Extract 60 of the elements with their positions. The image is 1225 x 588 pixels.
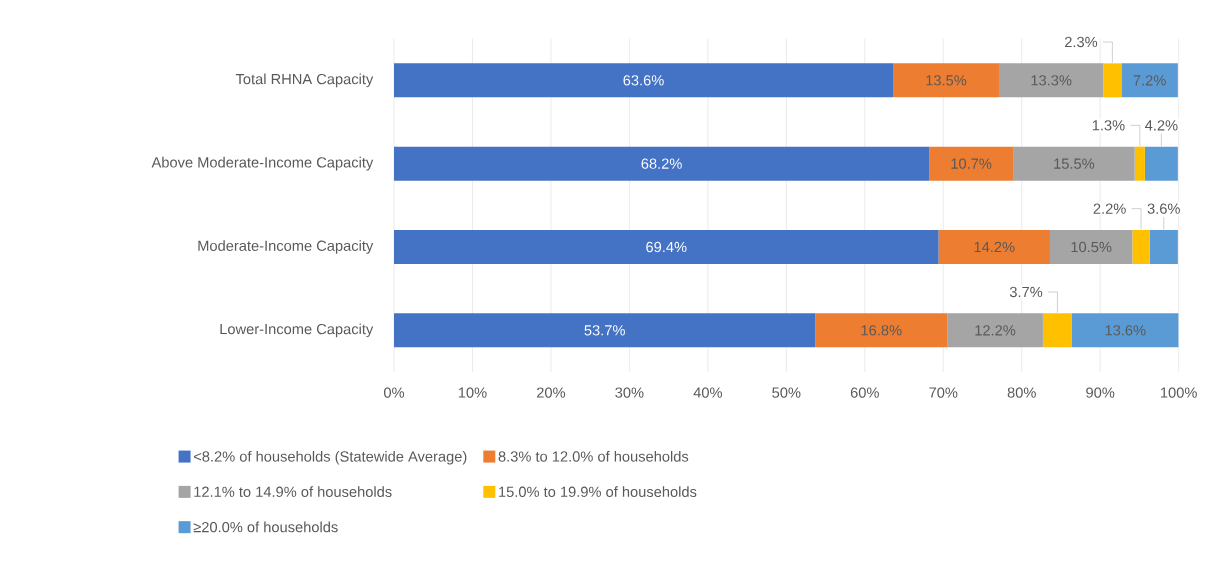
- bar: [938, 230, 1050, 264]
- data-label: 2.3%: [1064, 36, 1098, 48]
- bar: [929, 146, 1014, 181]
- bar: [1149, 230, 1178, 264]
- bar: [1134, 146, 1145, 181]
- bar: [394, 313, 816, 348]
- bar: [1121, 63, 1178, 98]
- bar: [1144, 146, 1178, 181]
- data-label: 13.3%: [1031, 75, 1072, 86]
- x-tick-label: 100%: [1161, 387, 1197, 398]
- x-tick-label: 90%: [1086, 387, 1115, 398]
- data-label: 68.2%: [641, 158, 682, 169]
- bar: [1049, 230, 1133, 264]
- data-label: 69.4%: [646, 241, 687, 253]
- bar: [947, 313, 1043, 348]
- data-label: 63.6%: [623, 75, 664, 86]
- legend-label: ≥20.0% of households: [193, 521, 338, 533]
- data-label: 13.6%: [1105, 325, 1146, 336]
- data-label: 3.6%: [1147, 203, 1180, 214]
- bar: [893, 63, 999, 98]
- x-tick-label: 50%: [772, 387, 801, 398]
- bar: [394, 230, 939, 264]
- x-tick-label: 80%: [1007, 387, 1036, 398]
- data-label: 10.5%: [1071, 241, 1112, 253]
- x-tick-label: 30%: [615, 387, 644, 398]
- legend-label: <8.2% of households (Statewide Average): [193, 450, 467, 465]
- data-label: 16.8%: [861, 325, 902, 336]
- legend-label: 15.0% to 19.9% of households: [499, 486, 697, 497]
- data-label: 14.2%: [974, 241, 1015, 253]
- x-tick-label: 20%: [536, 387, 566, 398]
- data-label: 1.3%: [1092, 120, 1125, 131]
- x-tick-label: 10%: [458, 387, 487, 398]
- legend-label: 12.1% to 14.9% of households: [194, 486, 392, 497]
- data-label: 7.2%: [1133, 75, 1166, 86]
- legend-label: 8.3% to 12.0% of households: [498, 450, 689, 462]
- x-tick-label: 0%: [383, 387, 405, 398]
- y-tick-label: Above Moderate-Income Capacity: [151, 156, 374, 171]
- bar: [394, 146, 930, 181]
- y-tick-label: Lower-Income Capacity: [220, 323, 374, 338]
- bar: [394, 63, 894, 98]
- data-label: 15.5%: [1054, 158, 1095, 169]
- bar: [1013, 146, 1135, 181]
- x-tick-label: 40%: [693, 387, 722, 398]
- data-label: 53.7%: [584, 325, 625, 336]
- data-label: 10.7%: [951, 158, 992, 169]
- bar: [815, 313, 948, 348]
- data-label: 12.2%: [975, 325, 1016, 336]
- bar: [1132, 230, 1150, 264]
- bar: [1103, 63, 1122, 98]
- data-label: 4.2%: [1145, 120, 1178, 131]
- bar: [1042, 313, 1072, 348]
- data-label: 13.5%: [926, 75, 967, 86]
- y-tick-label: Total RHNA Capacity: [235, 73, 374, 88]
- bar: [998, 63, 1104, 98]
- data-label: 3.7%: [1009, 286, 1043, 298]
- y-tick-label: Moderate-Income Capacity: [198, 240, 374, 254]
- x-tick-label: 60%: [850, 387, 879, 398]
- x-tick-label: 70%: [929, 387, 958, 398]
- data-label: 2.2%: [1093, 203, 1126, 214]
- bar: [1071, 313, 1179, 348]
